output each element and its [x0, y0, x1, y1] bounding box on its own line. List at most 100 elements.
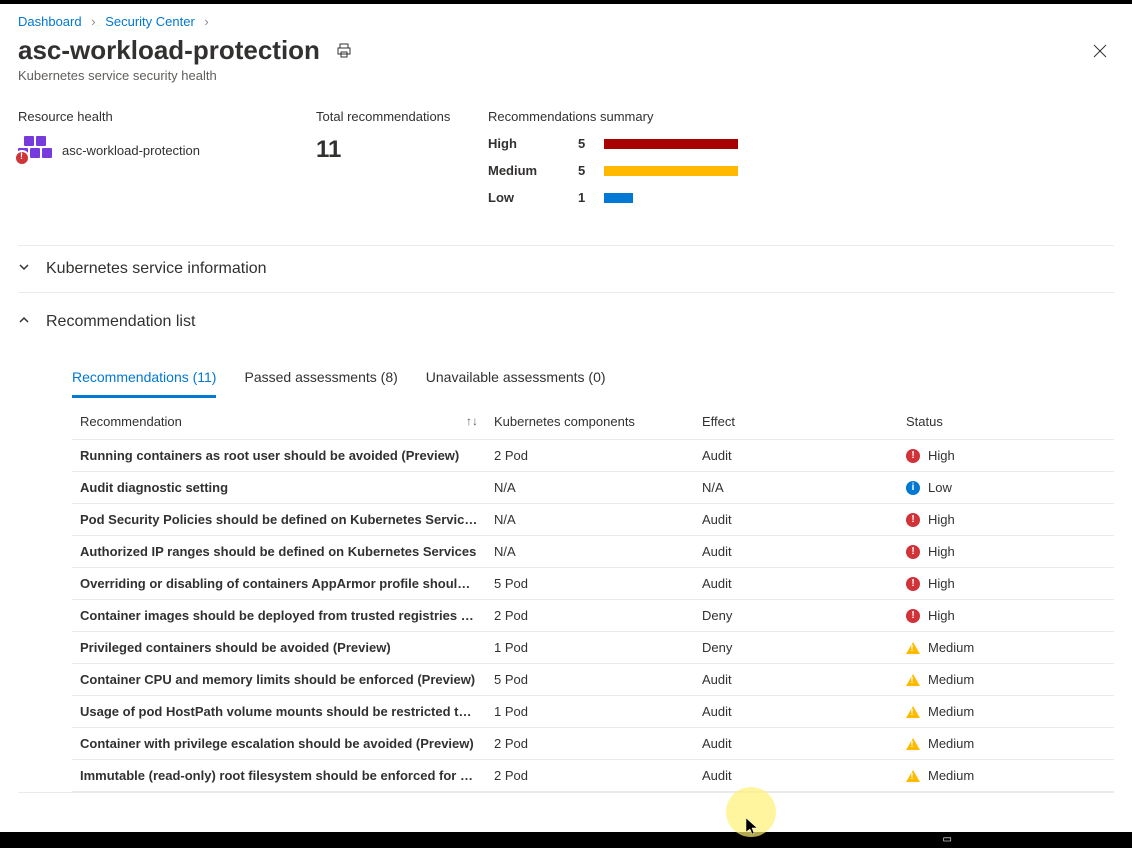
- table-row[interactable]: Usage of pod HostPath volume mounts shou…: [72, 696, 1114, 728]
- close-icon[interactable]: [1086, 37, 1114, 65]
- recommendation-effect: Deny: [694, 632, 898, 664]
- recommendation-name[interactable]: Running containers as root user should b…: [72, 440, 486, 472]
- recommendation-components: 1 Pod: [486, 696, 694, 728]
- recommendation-components: N/A: [486, 504, 694, 536]
- recommendation-effect: Audit: [694, 440, 898, 472]
- severity-low-count: 1: [578, 190, 598, 205]
- table-row[interactable]: Container CPU and memory limits should b…: [72, 664, 1114, 696]
- recommendation-effect: Audit: [694, 536, 898, 568]
- resource-health-heading: Resource health: [18, 109, 316, 124]
- resource-name[interactable]: asc-workload-protection: [62, 143, 200, 158]
- recommendation-components: N/A: [486, 472, 694, 504]
- chevron-down-icon: [18, 260, 32, 278]
- breadcrumb: Dashboard › Security Center ›: [18, 4, 1114, 35]
- severity-medium-icon: [906, 674, 920, 686]
- severity-high-icon: !: [906, 609, 920, 623]
- table-row[interactable]: Overriding or disabling of containers Ap…: [72, 568, 1114, 600]
- recommendation-components: N/A: [486, 536, 694, 568]
- column-recommendation-label: Recommendation: [80, 414, 182, 429]
- recommendation-components: 2 Pod: [486, 600, 694, 632]
- recommendation-status: !High: [898, 440, 1114, 472]
- breadcrumb-separator: ›: [204, 14, 208, 29]
- recommendation-effect: Audit: [694, 728, 898, 760]
- severity-high-icon: !: [906, 513, 920, 527]
- severity-medium-icon: [906, 738, 920, 750]
- table-row[interactable]: Container images should be deployed from…: [72, 600, 1114, 632]
- sort-icon[interactable]: ↑↓: [466, 414, 478, 428]
- total-recommendations-count: 11: [316, 136, 488, 164]
- recommendation-effect: Audit: [694, 664, 898, 696]
- breadcrumb-dashboard[interactable]: Dashboard: [18, 14, 82, 29]
- chevron-up-icon: [18, 313, 32, 331]
- recommendation-name[interactable]: Privileged containers should be avoided …: [72, 632, 486, 664]
- recommendation-name[interactable]: Container with privilege escalation shou…: [72, 728, 486, 760]
- recommendation-name[interactable]: Usage of pod HostPath volume mounts shou…: [72, 696, 486, 728]
- recommendation-components: 2 Pod: [486, 728, 694, 760]
- breadcrumb-security-center[interactable]: Security Center: [105, 14, 195, 29]
- recommendation-effect: Audit: [694, 760, 898, 792]
- section-recommendation-list-label: Recommendation list: [46, 313, 195, 331]
- severity-high-icon: !: [906, 449, 920, 463]
- severity-medium-icon: [906, 770, 920, 782]
- recommendation-status: !High: [898, 600, 1114, 632]
- section-recommendation-list[interactable]: Recommendation list: [18, 299, 1114, 345]
- recommendations-table: Recommendation ↑↓ Kubernetes components …: [72, 404, 1114, 792]
- recommendation-name[interactable]: Audit diagnostic setting: [72, 472, 486, 504]
- recommendation-name[interactable]: Container CPU and memory limits should b…: [72, 664, 486, 696]
- severity-high-icon: !: [906, 545, 920, 559]
- column-components[interactable]: Kubernetes components: [486, 404, 694, 440]
- table-row[interactable]: Immutable (read-only) root filesystem sh…: [72, 760, 1114, 792]
- severity-medium-count: 5: [578, 163, 598, 178]
- recommendation-name[interactable]: Immutable (read-only) root filesystem sh…: [72, 760, 486, 792]
- tab-unavailable-assessments[interactable]: Unavailable assessments (0): [426, 363, 606, 398]
- table-row[interactable]: Running containers as root user should b…: [72, 440, 1114, 472]
- recommendation-effect: Audit: [694, 504, 898, 536]
- recommendation-components: 5 Pod: [486, 568, 694, 600]
- recommendation-name[interactable]: Pod Security Policies should be defined …: [72, 504, 486, 536]
- recommendation-name[interactable]: Container images should be deployed from…: [72, 600, 486, 632]
- recommendation-effect: Deny: [694, 600, 898, 632]
- table-row[interactable]: Authorized IP ranges should be defined o…: [72, 536, 1114, 568]
- recommendation-status: !High: [898, 536, 1114, 568]
- severity-high-label: High: [488, 136, 578, 151]
- column-status[interactable]: Status: [898, 404, 1114, 440]
- tab-passed-assessments[interactable]: Passed assessments (8): [244, 363, 397, 398]
- column-effect[interactable]: Effect: [694, 404, 898, 440]
- severity-medium-label: Medium: [488, 163, 578, 178]
- severity-medium-bar: [604, 166, 738, 176]
- tab-recommendations[interactable]: Recommendations (11): [72, 363, 216, 398]
- severity-low-bar: [604, 193, 633, 203]
- severity-low-icon: i: [906, 481, 920, 495]
- severity-medium-icon: [906, 706, 920, 718]
- severity-high-count: 5: [578, 136, 598, 151]
- recommendation-status: Medium: [898, 760, 1114, 792]
- recommendation-components: 2 Pod: [486, 760, 694, 792]
- recommendation-status: Medium: [898, 664, 1114, 696]
- recommendation-status: Medium: [898, 728, 1114, 760]
- recommendation-status: !High: [898, 504, 1114, 536]
- recommendation-effect: Audit: [694, 568, 898, 600]
- breadcrumb-separator: ›: [91, 14, 95, 29]
- table-row[interactable]: Privileged containers should be avoided …: [72, 632, 1114, 664]
- severity-high-icon: !: [906, 577, 920, 591]
- print-icon[interactable]: [336, 43, 352, 59]
- footer-glyph: ▭: [943, 834, 952, 845]
- recommendation-status: Medium: [898, 696, 1114, 728]
- section-kubernetes-info-label: Kubernetes service information: [46, 260, 267, 278]
- recommendation-status: !High: [898, 568, 1114, 600]
- table-row[interactable]: Pod Security Policies should be defined …: [72, 504, 1114, 536]
- severity-medium-icon: [906, 642, 920, 654]
- recommendation-components: 2 Pod: [486, 440, 694, 472]
- section-kubernetes-info[interactable]: Kubernetes service information: [18, 246, 1114, 292]
- recommendation-name[interactable]: Overriding or disabling of containers Ap…: [72, 568, 486, 600]
- column-recommendation[interactable]: Recommendation ↑↓: [72, 404, 486, 440]
- recommendation-components: 5 Pod: [486, 664, 694, 696]
- page-title: asc-workload-protection: [18, 35, 320, 66]
- severity-high-bar: [604, 139, 738, 149]
- recommendations-summary-heading: Recommendations summary: [488, 109, 1114, 124]
- total-recommendations-heading: Total recommendations: [316, 109, 488, 124]
- recommendation-components: 1 Pod: [486, 632, 694, 664]
- table-row[interactable]: Container with privilege escalation shou…: [72, 728, 1114, 760]
- recommendation-name[interactable]: Authorized IP ranges should be defined o…: [72, 536, 486, 568]
- table-row[interactable]: Audit diagnostic settingN/AN/AiLow: [72, 472, 1114, 504]
